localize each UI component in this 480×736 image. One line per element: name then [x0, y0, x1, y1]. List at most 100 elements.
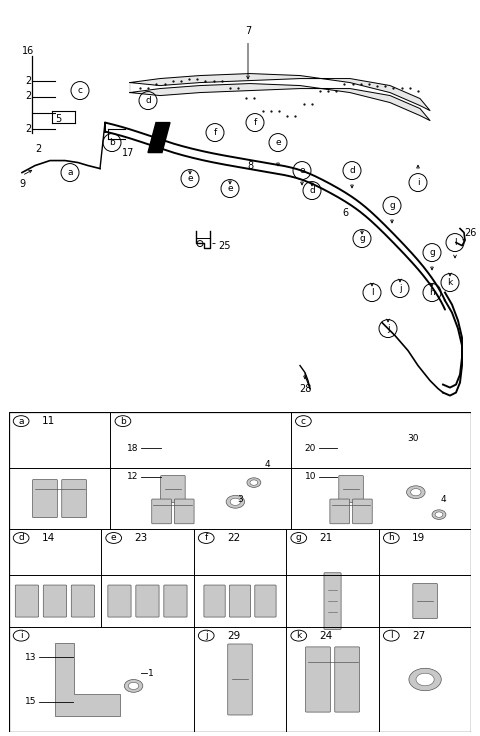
Text: 24: 24: [320, 631, 333, 640]
Text: 19: 19: [412, 533, 425, 543]
Text: h: h: [388, 534, 394, 542]
Text: e: e: [111, 534, 117, 542]
Text: 16: 16: [22, 46, 34, 55]
Circle shape: [407, 486, 425, 498]
Text: h: h: [429, 288, 435, 297]
FancyBboxPatch shape: [152, 499, 171, 524]
Text: c: c: [77, 86, 83, 95]
FancyBboxPatch shape: [255, 585, 276, 617]
Text: g: g: [359, 234, 365, 243]
Text: i: i: [20, 631, 23, 640]
Text: 26: 26: [464, 227, 476, 238]
FancyBboxPatch shape: [108, 585, 131, 617]
Circle shape: [226, 495, 245, 509]
Text: f: f: [214, 128, 216, 137]
Text: g: g: [296, 534, 301, 542]
Text: a: a: [67, 168, 73, 177]
FancyBboxPatch shape: [136, 585, 159, 617]
Text: g: g: [429, 248, 435, 257]
Text: k: k: [296, 631, 301, 640]
Text: 2: 2: [25, 91, 31, 101]
Text: 4: 4: [441, 495, 446, 504]
Text: d: d: [349, 166, 355, 175]
FancyBboxPatch shape: [43, 585, 67, 617]
Text: 2: 2: [35, 144, 41, 154]
Text: k: k: [447, 278, 453, 287]
FancyBboxPatch shape: [413, 584, 437, 618]
Text: 10: 10: [305, 473, 316, 481]
Text: 21: 21: [320, 533, 333, 543]
Text: e: e: [275, 138, 281, 147]
Text: 2: 2: [25, 124, 31, 133]
Text: l: l: [454, 238, 456, 247]
Text: 1: 1: [147, 668, 153, 678]
Circle shape: [411, 489, 421, 496]
Circle shape: [409, 668, 441, 690]
Text: 8: 8: [247, 160, 253, 171]
Text: e: e: [299, 166, 305, 175]
Text: 6: 6: [342, 208, 348, 218]
Circle shape: [128, 682, 139, 690]
FancyBboxPatch shape: [330, 499, 349, 524]
Text: c: c: [301, 417, 306, 425]
Text: 30: 30: [408, 434, 419, 443]
FancyBboxPatch shape: [161, 475, 185, 503]
Text: 2: 2: [25, 76, 31, 85]
Text: 23: 23: [134, 533, 148, 543]
Text: 28: 28: [299, 383, 311, 394]
Text: 11: 11: [42, 416, 55, 426]
Text: b: b: [109, 138, 115, 147]
FancyBboxPatch shape: [352, 499, 372, 524]
FancyBboxPatch shape: [324, 573, 341, 629]
Text: 14: 14: [42, 533, 55, 543]
Text: l: l: [390, 631, 393, 640]
Text: 20: 20: [305, 444, 316, 453]
Text: 7: 7: [245, 26, 251, 35]
Circle shape: [250, 480, 258, 485]
Polygon shape: [130, 74, 430, 121]
FancyBboxPatch shape: [335, 647, 360, 712]
Text: j: j: [205, 631, 207, 640]
FancyBboxPatch shape: [15, 585, 38, 617]
Text: 17: 17: [122, 147, 134, 158]
Circle shape: [124, 679, 143, 693]
Text: e: e: [227, 184, 233, 193]
Text: e: e: [187, 174, 193, 183]
Text: 22: 22: [227, 533, 240, 543]
FancyBboxPatch shape: [339, 475, 363, 503]
Text: 18: 18: [127, 444, 138, 453]
Text: d: d: [309, 186, 315, 195]
Text: d: d: [145, 96, 151, 105]
FancyBboxPatch shape: [72, 585, 95, 617]
Text: 15: 15: [25, 698, 36, 707]
Polygon shape: [55, 643, 120, 716]
Text: d: d: [18, 534, 24, 542]
FancyBboxPatch shape: [204, 585, 225, 617]
Text: a: a: [18, 417, 24, 425]
Circle shape: [416, 673, 434, 686]
Polygon shape: [148, 123, 170, 152]
Text: 13: 13: [25, 653, 36, 662]
Text: g: g: [389, 201, 395, 210]
Text: 12: 12: [127, 473, 138, 481]
Circle shape: [247, 478, 261, 487]
Circle shape: [435, 512, 443, 517]
Text: 4: 4: [265, 460, 271, 469]
Text: l: l: [371, 288, 373, 297]
Text: i: i: [417, 178, 420, 187]
Text: 9: 9: [19, 179, 25, 188]
FancyBboxPatch shape: [306, 647, 330, 712]
Text: f: f: [204, 534, 208, 542]
Circle shape: [432, 510, 446, 520]
FancyBboxPatch shape: [62, 480, 86, 517]
FancyBboxPatch shape: [164, 585, 187, 617]
Text: b: b: [120, 417, 126, 425]
FancyBboxPatch shape: [33, 480, 57, 517]
Circle shape: [230, 498, 240, 506]
Text: j: j: [399, 284, 401, 293]
FancyBboxPatch shape: [229, 585, 251, 617]
Text: 3: 3: [237, 495, 243, 504]
FancyBboxPatch shape: [228, 644, 252, 715]
Text: 29: 29: [227, 631, 240, 640]
Text: j: j: [387, 324, 389, 333]
